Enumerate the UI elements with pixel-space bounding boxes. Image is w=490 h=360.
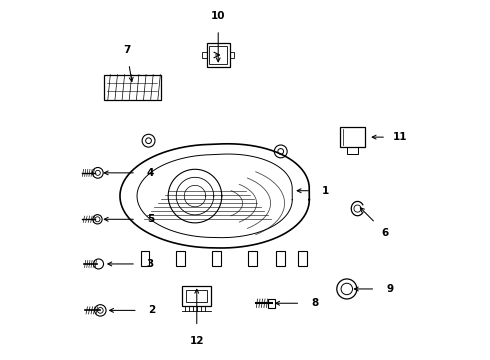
Bar — [202, 52, 207, 58]
Text: 9: 9 — [386, 284, 393, 294]
Text: 12: 12 — [190, 336, 204, 346]
Bar — [182, 286, 211, 306]
Bar — [298, 251, 307, 266]
Text: 5: 5 — [147, 214, 154, 224]
Bar — [340, 127, 365, 147]
Bar — [247, 251, 257, 266]
Text: 4: 4 — [147, 168, 154, 178]
Bar — [209, 46, 227, 64]
Text: 10: 10 — [211, 11, 225, 21]
Text: 11: 11 — [393, 132, 408, 142]
Bar — [207, 43, 230, 67]
Text: 3: 3 — [147, 259, 154, 269]
Text: 8: 8 — [311, 298, 318, 308]
Bar — [276, 251, 285, 266]
Bar — [176, 251, 185, 266]
Text: 2: 2 — [148, 305, 156, 315]
Bar — [230, 52, 234, 58]
Bar — [347, 147, 358, 154]
Text: 6: 6 — [382, 228, 389, 238]
Text: 1: 1 — [322, 186, 329, 196]
Bar — [212, 251, 221, 266]
Bar — [141, 251, 149, 266]
Text: 7: 7 — [123, 45, 130, 55]
Bar — [186, 290, 207, 302]
Bar — [268, 299, 275, 307]
